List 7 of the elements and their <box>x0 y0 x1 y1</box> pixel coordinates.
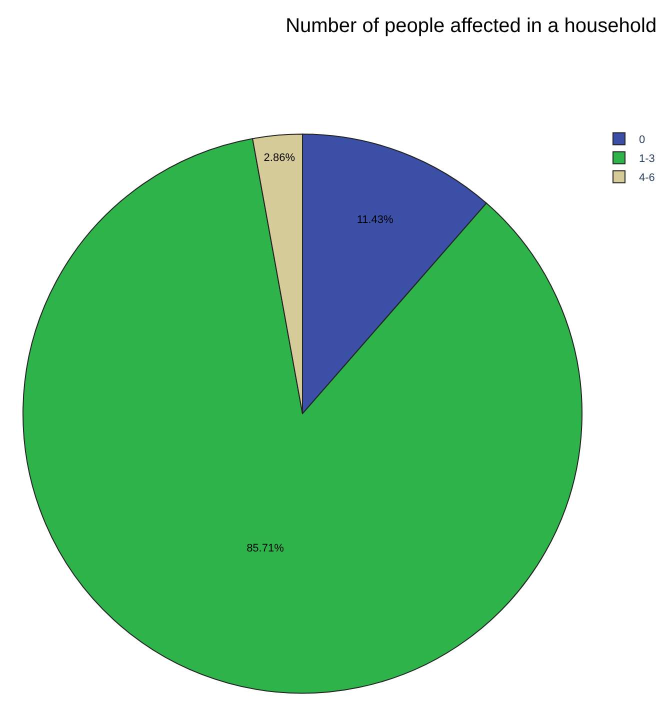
legend-label: 1-3 <box>639 153 655 166</box>
data-label: 2.86% <box>264 152 296 164</box>
legend-label: 0 <box>639 134 646 146</box>
legend-label: 4-6 <box>639 172 655 184</box>
data-label: 85.71% <box>246 542 284 554</box>
data-label: 11.43% <box>356 214 394 226</box>
chart-title: Number of people affected in a household <box>286 14 657 37</box>
